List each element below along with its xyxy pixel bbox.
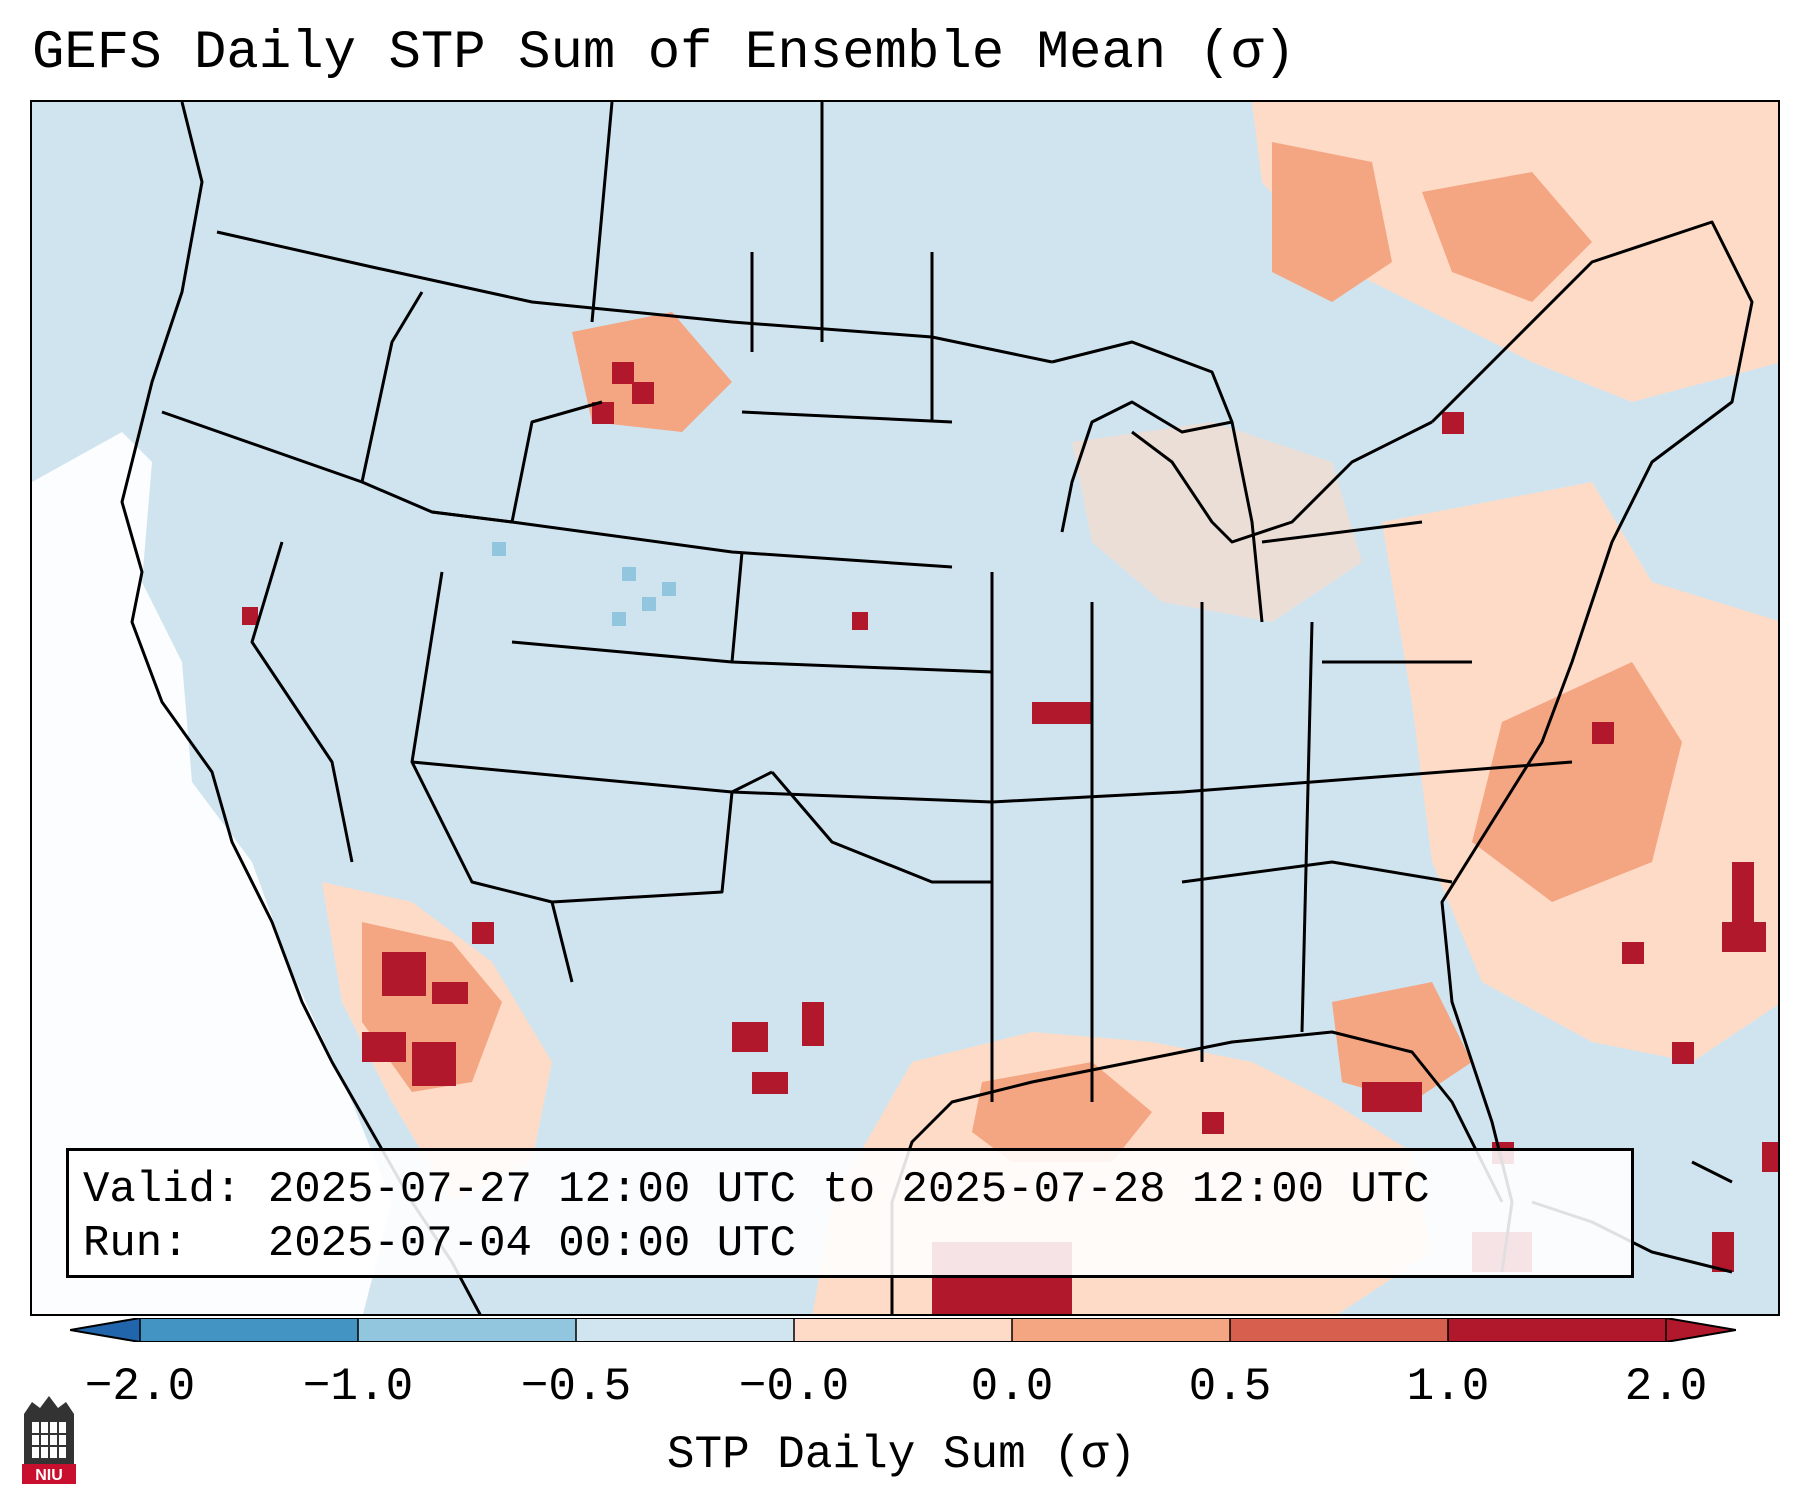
chart-title: GEFS Daily STP Sum of Ensemble Mean (σ) (32, 23, 1296, 84)
colorbar (70, 1318, 1736, 1342)
colorbar-tick-label: 2.0 (1624, 1361, 1708, 1413)
valid-label: Valid: (83, 1165, 242, 1215)
run-value: 2025-07-04 00:00 UTC (267, 1219, 796, 1269)
colorbar-tick-label: 0.0 (970, 1361, 1054, 1413)
colorbar-segment (576, 1318, 795, 1342)
niu-logo-icon: NIU (22, 1396, 76, 1484)
valid-run-info-box: Valid: 2025-07-27 12:00 UTC to 2025-07-2… (66, 1148, 1634, 1278)
colorbar-segment (140, 1318, 359, 1342)
colorbar-tick-label: −0.5 (520, 1361, 632, 1413)
colorbar-segment (1448, 1318, 1667, 1342)
pacific-white-region (32, 432, 392, 1314)
map-panel (30, 100, 1780, 1316)
colorbar-tick-label: −1.0 (302, 1361, 414, 1413)
colorbar-segment (1012, 1318, 1231, 1342)
colorbar-segment (1230, 1318, 1449, 1342)
boundaries (120, 102, 1754, 1314)
colorbar-tick-label: −2.0 (84, 1361, 196, 1413)
colorbar-tick-label: −0.0 (738, 1361, 850, 1413)
colorbar-label: STP Daily Sum (σ) (666, 1429, 1137, 1481)
colorbar-segment (358, 1318, 577, 1342)
colorbar-segment (794, 1318, 1013, 1342)
colorbar-under-extension (70, 1318, 140, 1342)
colorbar-over-extension (1666, 1318, 1736, 1342)
run-row: Run: 2025-07-04 00:00 UTC (83, 1217, 1617, 1271)
colorbar-tick-label: 0.5 (1188, 1361, 1272, 1413)
colorbar-svg (70, 1318, 1736, 1342)
logo-text: NIU (35, 1467, 63, 1484)
colorbar-tick-label: 1.0 (1406, 1361, 1490, 1413)
map-svg (32, 102, 1778, 1314)
valid-row: Valid: 2025-07-27 12:00 UTC to 2025-07-2… (83, 1163, 1617, 1217)
valid-value: 2025-07-27 12:00 UTC to 2025-07-28 12:00… (267, 1165, 1430, 1215)
run-label: Run: (83, 1219, 189, 1269)
low-value-cells (492, 542, 676, 626)
